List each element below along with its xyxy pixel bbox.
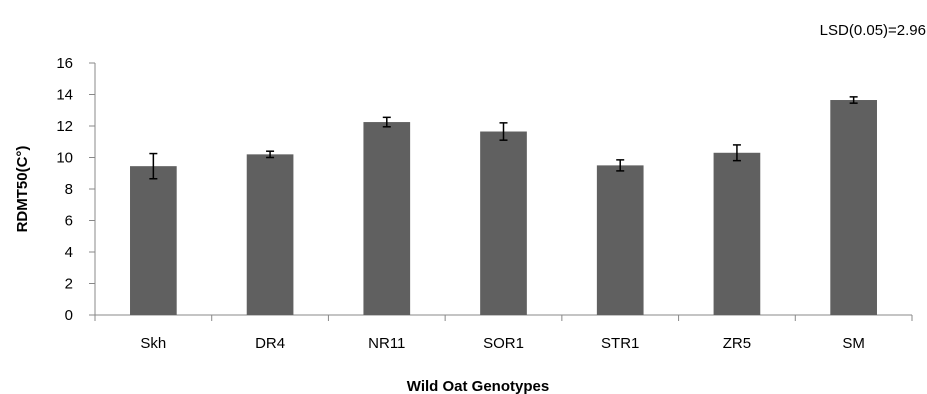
x-tick-label: Skh xyxy=(140,335,166,352)
bars xyxy=(130,100,877,315)
bar-str1 xyxy=(596,165,644,315)
y-tick-label: 6 xyxy=(65,213,73,230)
y-ticks: 0 2 4 6 8 10 12 14 16 xyxy=(56,55,95,324)
x-tick-label: SM xyxy=(842,335,865,352)
bar-skh xyxy=(130,166,177,315)
bar-sor1 xyxy=(480,131,527,315)
bar-nr11 xyxy=(363,122,411,315)
y-tick-label: 14 xyxy=(56,87,73,104)
x-axis-label: Wild Oat Genotypes xyxy=(407,378,549,394)
y-tick-label: 10 xyxy=(56,150,73,167)
error-bar-zr5 xyxy=(732,144,741,162)
y-tick-label: 12 xyxy=(56,118,73,135)
y-tick-label: 8 xyxy=(65,181,73,198)
error-bar-str1 xyxy=(616,159,625,172)
y-tick-label: 16 xyxy=(56,55,73,72)
x-ticks xyxy=(94,315,913,321)
error-bar-nr11 xyxy=(382,116,391,128)
bar-zr5 xyxy=(713,152,761,315)
error-bar-skh xyxy=(149,152,158,180)
y-tick-label: 4 xyxy=(65,244,73,261)
y-tick-label: 0 xyxy=(65,307,73,324)
x-tick-label: NR11 xyxy=(368,335,405,352)
x-tick-label: ZR5 xyxy=(723,335,751,352)
x-tick-label: SOR1 xyxy=(483,335,524,352)
lsd-annotation: LSD(0.05)=2.96 xyxy=(820,22,926,39)
error-bar-sm xyxy=(849,96,858,104)
bar-sm xyxy=(830,100,877,315)
x-tick-label: STR1 xyxy=(601,335,639,352)
error-bars xyxy=(149,96,858,180)
error-bar-sor1 xyxy=(499,122,508,141)
y-axis-label: RDMT50(C°) xyxy=(14,146,31,233)
error-bar-dr4 xyxy=(266,150,275,159)
y-tick-label: 2 xyxy=(65,276,73,293)
x-tick-labels: Skh DR4 NR11 SOR1 STR1 ZR5 SM xyxy=(140,335,864,352)
bar-dr4 xyxy=(246,154,294,315)
x-tick-label: DR4 xyxy=(255,335,285,352)
